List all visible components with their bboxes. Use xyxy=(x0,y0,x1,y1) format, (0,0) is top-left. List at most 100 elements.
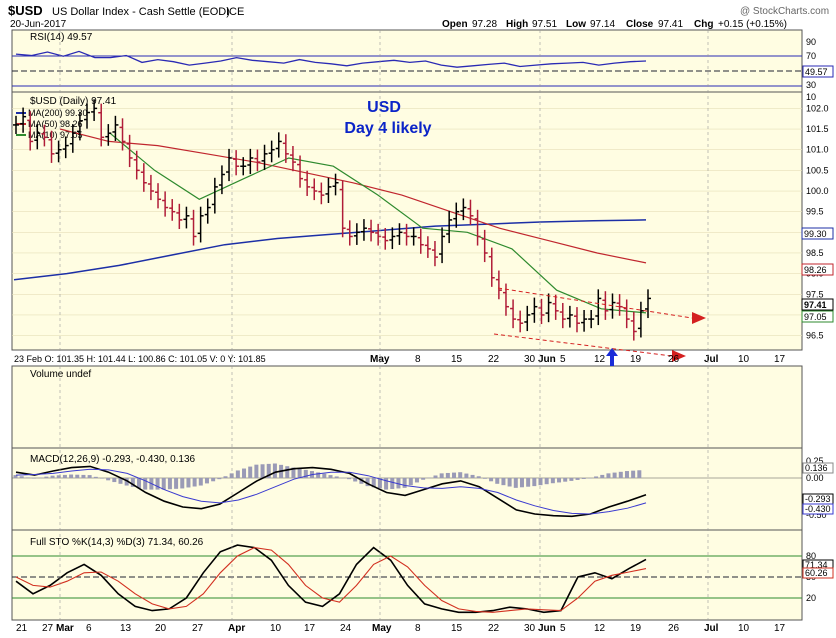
price-bar xyxy=(595,289,602,326)
macd-histogram-bar xyxy=(377,478,382,489)
macd-histogram-bar xyxy=(427,477,432,479)
macd-histogram-bar xyxy=(291,467,296,478)
macd-histogram-bar xyxy=(106,478,111,481)
x-label: 26 xyxy=(668,354,680,365)
bottom-axis-label: 12 xyxy=(594,623,606,634)
macd-histogram-bar xyxy=(25,477,30,478)
price-bar xyxy=(382,227,389,250)
price-tick-label: 102.0 xyxy=(806,103,829,113)
macd-histogram-bar xyxy=(69,474,74,478)
price-tick-label: 96.5 xyxy=(806,331,824,341)
price-bar xyxy=(20,107,27,133)
macd-histogram-bar xyxy=(612,472,617,478)
price-bar xyxy=(467,199,474,225)
price-bar xyxy=(645,289,651,319)
macd-histogram-bar xyxy=(390,478,395,490)
sto-panel xyxy=(11,529,803,621)
x-label: Jul xyxy=(704,354,719,365)
price-bar xyxy=(41,124,48,147)
price-bar xyxy=(339,180,346,238)
price-tick-label: 100.5 xyxy=(806,165,829,175)
price-tick-label: 101.5 xyxy=(806,124,829,134)
ma50-line xyxy=(59,128,647,264)
macd-histogram-bar xyxy=(581,478,586,479)
macd-tick: 0.25 xyxy=(806,456,824,466)
price-bar xyxy=(126,134,133,168)
rsi-label: RSI(14) 49.57 xyxy=(30,32,93,43)
rsi-panel xyxy=(11,29,803,93)
macd-histogram-bar xyxy=(272,463,277,478)
macd-histogram-bar xyxy=(482,478,487,479)
price-bar xyxy=(623,299,630,329)
price-bar xyxy=(368,219,375,242)
bottom-axis-label: 6 xyxy=(86,623,92,634)
price-bar xyxy=(602,291,609,320)
price-bar xyxy=(76,111,83,141)
sto-tag-d: 60.26 xyxy=(805,568,828,578)
macd-histogram-bar xyxy=(353,478,358,482)
x-label: 22 xyxy=(488,354,500,365)
price-tag-ma50: 98.26 xyxy=(804,265,827,275)
macd-histogram-bar xyxy=(192,478,197,487)
price-bar xyxy=(446,210,453,244)
macd-histogram-bar xyxy=(526,478,531,487)
price-tag-ma200: 99.30 xyxy=(804,229,827,239)
macd-histogram-bar xyxy=(384,478,389,490)
macd-tag-signal: -0.430 xyxy=(805,504,831,514)
price-bar xyxy=(275,132,282,158)
ma10-line xyxy=(109,132,647,314)
macd-histogram-bar xyxy=(476,476,481,478)
price-bar xyxy=(630,311,637,341)
price-bar xyxy=(204,198,211,224)
ohlc-readout: Open 97.28 High 97.51 Low 97.14 Close 97… xyxy=(442,19,787,30)
macd-histogram-bar xyxy=(408,478,413,486)
price-bar xyxy=(431,241,438,267)
bottom-axis-label: Jun xyxy=(538,623,556,634)
macd-histogram-bar xyxy=(13,475,18,478)
macd-histogram-bar xyxy=(198,478,203,486)
price-bar xyxy=(453,202,460,228)
bottom-axis-label: 21 xyxy=(16,623,28,634)
price-title: $USD (Daily) 97.41 xyxy=(30,96,117,107)
price-bar xyxy=(91,99,98,121)
macd-histogram-bar xyxy=(56,475,61,478)
macd-histogram-bar xyxy=(396,478,401,489)
price-bar xyxy=(147,174,154,201)
macd-histogram-bar xyxy=(371,478,376,488)
macd-histogram-bar xyxy=(62,474,67,478)
price-bar xyxy=(297,155,304,188)
price-bar xyxy=(98,103,105,147)
macd-tag-signal-box xyxy=(802,503,834,515)
macd-histogram-bar xyxy=(303,469,308,478)
price-bar xyxy=(474,209,481,246)
channel-upper-line xyxy=(497,287,693,319)
price-bars xyxy=(13,99,651,341)
x-label: 15 xyxy=(451,354,463,365)
price-bar xyxy=(410,227,417,246)
macd-histogram-bar xyxy=(606,473,611,478)
macd-histogram-bar xyxy=(130,478,135,487)
price-x-labels: May 8 15 22 30 Jun 5 12 19 26 Jul 10 17 xyxy=(370,354,786,365)
macd-histogram-bar xyxy=(322,473,327,478)
chg-value: +0.15 (+0.15%) xyxy=(718,19,787,30)
macd-histogram-bar xyxy=(161,478,166,490)
legend-ma10: MA(10) 97.05 xyxy=(28,130,83,140)
price-bar xyxy=(495,270,502,300)
price-bar xyxy=(155,183,162,209)
price-bar xyxy=(389,227,396,250)
macd-signal-line xyxy=(15,468,647,515)
macd-histogram-bar xyxy=(38,477,43,479)
rsi-last-tag-text: 49.57 xyxy=(805,67,828,77)
price-bar xyxy=(211,177,218,214)
macd-histogram-bar xyxy=(452,472,457,478)
macd-histogram-bar xyxy=(124,478,129,486)
macd-histogram-bar xyxy=(99,478,104,479)
macd-histogram-bar xyxy=(93,476,98,478)
bottom-axis-label: 10 xyxy=(738,623,750,634)
macd-histogram-bar xyxy=(235,470,240,478)
macd-histogram-bar xyxy=(242,468,247,478)
sto-tick: 20 xyxy=(806,593,816,603)
rsi-last-tag xyxy=(802,65,834,78)
bottom-axis-label: 17 xyxy=(304,623,316,634)
price-bar xyxy=(162,191,169,217)
